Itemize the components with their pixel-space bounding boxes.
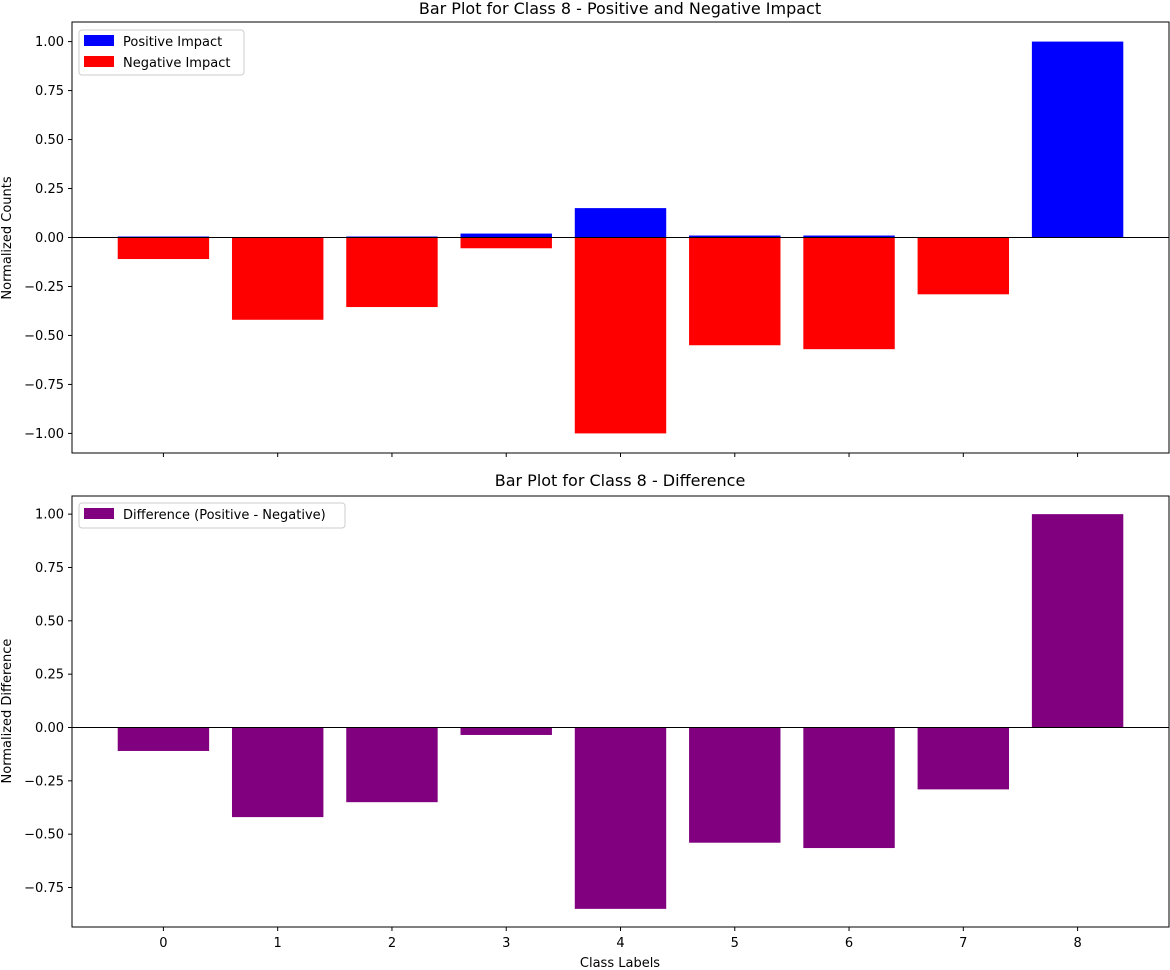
top-legend: Positive Impact Negative Impact [78, 29, 245, 76]
top-chart-panel: Bar Plot for Class 8 - Positive and Nega… [0, 0, 1170, 457]
bottom-bar-s0-c7 [917, 727, 1010, 790]
top-bar-s1-c2 [346, 237, 438, 308]
top-plot-area: 1.00 0.75 0.50 0.25 0.00 −0.25 −0.50 −0.75 −1.00 [24, 35, 1169, 457]
bottom-y-tick-label: 1.00 [35, 508, 64, 523]
legend-label-difference: Difference (Positive - Negative) [123, 508, 326, 523]
bottom-bar-s0-c0 [117, 727, 210, 751]
bottom-x-tick-label: 2 [388, 936, 396, 951]
bottom-x-axis-label: Class Labels [580, 956, 660, 970]
top-bar-s0-c4 [574, 208, 667, 238]
top-y-axis-label: Normalized Counts [0, 176, 15, 299]
top-y-tick-label: −1.00 [24, 427, 64, 442]
bottom-y-tick-label: 0.50 [35, 614, 64, 629]
top-bar-s1-c5 [689, 237, 781, 346]
bottom-chart-title: Bar Plot for Class 8 - Difference [495, 471, 746, 490]
bottom-bar-s0-c6 [803, 727, 895, 849]
bottom-y-axis-label: Normalized Difference [0, 639, 15, 784]
bottom-x-tick-label: 5 [731, 936, 739, 951]
legend-label-positive: Positive Impact [123, 35, 222, 50]
bottom-bar-s0-c1 [231, 727, 324, 818]
top-y-tick-label: 0.00 [35, 231, 64, 246]
top-bar-s0-c5 [689, 235, 781, 238]
bottom-bar-s0-c8 [1031, 514, 1124, 728]
bottom-y-tick-label: −0.50 [24, 828, 64, 843]
bottom-legend-box [78, 502, 346, 529]
bottom-axes-frame [71, 495, 1170, 928]
legend-swatch-difference [84, 508, 114, 519]
bottom-bar-s0-c3 [460, 727, 552, 735]
top-bar-s0-c6 [803, 235, 895, 238]
bottom-legend: Difference (Positive - Negative) [78, 502, 346, 529]
bottom-y-tick-label: −0.25 [24, 774, 64, 789]
top-bar-s0-c3 [460, 233, 552, 238]
bottom-x-tick-label: 6 [845, 936, 853, 951]
top-y-tick-label: 0.25 [35, 182, 64, 197]
top-bar-s1-c7 [917, 237, 1010, 295]
top-bar-s1-c6 [803, 237, 895, 350]
top-y-tick-label: 0.50 [35, 133, 64, 148]
top-bar-s1-c4 [574, 237, 667, 434]
top-bar-s1-c0 [117, 237, 210, 260]
bottom-bar-s0-c5 [689, 727, 781, 843]
bottom-plot-area: 1.00 0.75 0.50 0.25 0.00 −0.25 −0.50 −0.75 0 1 2 3 4… [24, 508, 1169, 951]
bottom-bar-s0-c2 [346, 727, 438, 803]
top-bar-s1-c3 [460, 237, 552, 249]
top-y-tick-label: 0.75 [35, 84, 64, 99]
bottom-y-tick-label: 0.00 [35, 721, 64, 736]
bottom-y-tick-label: 0.25 [35, 668, 64, 683]
top-y-tick-label: −0.25 [24, 280, 64, 295]
bottom-x-tick-label: 7 [959, 936, 967, 951]
legend-swatch-negative [84, 56, 114, 67]
bottom-y-tick-label: −0.75 [24, 881, 64, 896]
top-y-tick-label: −0.50 [24, 329, 64, 344]
top-bar-s0-c8 [1031, 41, 1124, 238]
bottom-x-tick-label: 8 [1073, 936, 1081, 951]
top-axes-frame [71, 21, 1170, 454]
bottom-y-tick-label: 0.75 [35, 561, 64, 576]
legend-swatch-positive [84, 35, 114, 46]
top-legend-box [78, 29, 245, 76]
legend-label-negative: Negative Impact [123, 56, 230, 71]
bottom-x-tick-label: 4 [616, 936, 624, 951]
top-y-tick-label: −0.75 [24, 378, 64, 393]
top-bar-s1-c1 [231, 237, 324, 320]
top-chart-title: Bar Plot for Class 8 - Positive and Nega… [419, 0, 821, 18]
bottom-chart-panel: Bar Plot for Class 8 - Difference Normal… [0, 471, 1170, 970]
top-y-tick-label: 1.00 [35, 35, 64, 50]
bottom-x-tick-label: 0 [159, 936, 167, 951]
bottom-bar-s0-c4 [574, 727, 667, 909]
bottom-x-tick-label: 1 [274, 936, 282, 951]
bottom-x-tick-label: 3 [502, 936, 510, 951]
